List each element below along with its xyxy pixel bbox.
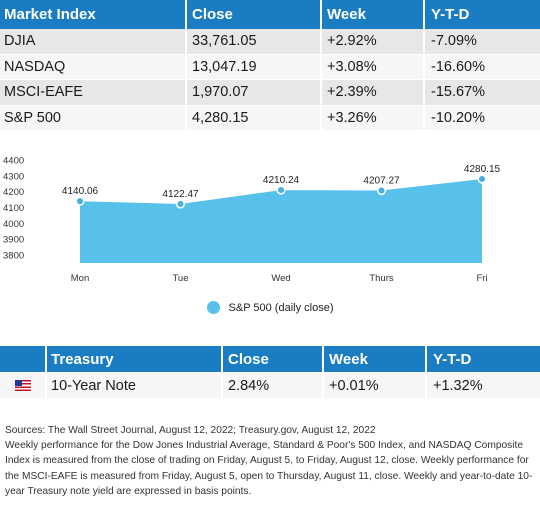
market-index-table: Market Index Close Week Y-T-D DJIA 33,76… (0, 0, 540, 131)
header-ytd: Y-T-D (431, 6, 470, 23)
row-close: 33,761.05 (187, 29, 322, 54)
table-row: NASDAQ 13,047.19 +3.08% -16.60% (0, 54, 540, 80)
methodology-note: Weekly performance for the Dow Jones Ind… (5, 440, 533, 497)
data-label: 4210.24 (263, 175, 300, 186)
chart-legend: S&P 500 (daily close) (0, 301, 540, 314)
y-tick-label: 4400 (3, 156, 24, 167)
row-close: 13,047.19 (187, 54, 322, 79)
data-point (376, 185, 387, 196)
data-point (75, 196, 85, 206)
x-tick-label: Mon (71, 273, 89, 284)
row-index-name: NASDAQ (0, 54, 187, 79)
table-row: DJIA 33,761.05 +2.92% -7.09% (0, 29, 540, 55)
row-index-name: S&P 500 (0, 105, 187, 130)
data-point (477, 174, 487, 184)
header-week: Week (324, 346, 427, 372)
row-week: +2.39% (322, 80, 425, 105)
y-tick-label: 4200 (3, 187, 24, 198)
treasury-week: +0.01% (324, 373, 427, 398)
y-tick-label: 3900 (3, 235, 24, 246)
data-label: 4280.15 (464, 164, 501, 175)
x-tick-label: Fri (476, 273, 487, 284)
row-close: 4,280.15 (187, 105, 322, 130)
area-series (80, 178, 482, 263)
treasury-row: 10-Year Note 2.84% +0.01% +1.32% (0, 373, 540, 398)
x-tick-label: Tue (172, 273, 188, 284)
sources-note: Sources: The Wall Street Journal, August… (5, 425, 376, 436)
data-points (75, 174, 487, 209)
row-week: +2.92% (322, 29, 425, 54)
x-tick-label: Thurs (369, 273, 394, 284)
row-week: +3.08% (322, 54, 425, 79)
x-tick-label: Wed (271, 273, 290, 284)
legend-label: S&P 500 (daily close) (228, 301, 334, 314)
row-week: +3.26% (322, 105, 425, 130)
row-ytd: -15.67% (431, 84, 486, 101)
y-tick-label: 3800 (3, 251, 24, 262)
y-tick-label: 4100 (3, 203, 24, 214)
y-tick-label: 4000 (3, 219, 24, 230)
data-label: 4140.06 (62, 186, 99, 197)
legend-marker (206, 301, 220, 314)
us-flag-icon (14, 380, 31, 391)
x-axis: Mon Tue Wed Thurs Fri (71, 273, 488, 284)
treasury-table-header: Treasury Close Week Y-T-D (0, 346, 540, 372)
data-point (175, 199, 186, 209)
data-point (276, 185, 286, 195)
header-close: Close (187, 0, 322, 29)
y-tick-label: 4300 (3, 171, 24, 182)
header-ytd: Y-T-D (433, 350, 472, 368)
table-row: S&P 500 4,280.15 +3.26% -10.20% (0, 105, 540, 131)
header-flag-col (0, 346, 47, 372)
data-label: 4122.47 (162, 189, 199, 200)
data-label: 4207.27 (363, 176, 400, 187)
treasury-ytd: +1.32% (433, 377, 483, 394)
table-row: MSCI-EAFE 1,970.07 +2.39% -15.67% (0, 80, 540, 106)
data-labels: 4140.06 4122.47 4210.24 4207.27 4280.15 (62, 164, 501, 200)
header-treasury: Treasury (47, 346, 223, 372)
market-table-header: Market Index Close Week Y-T-D (0, 0, 540, 29)
header-market-index: Market Index (0, 0, 187, 29)
row-ytd: -7.09% (431, 33, 477, 50)
treasury-close: 2.84% (223, 373, 324, 398)
y-axis: 3800 3900 4000 4100 4200 4300 4400 (3, 156, 24, 262)
row-ytd: -10.20% (431, 109, 486, 126)
row-index-name: MSCI-EAFE (0, 80, 187, 105)
treasury-name: 10-Year Note (47, 373, 223, 398)
row-ytd: -16.60% (431, 58, 486, 75)
row-index-name: DJIA (0, 29, 187, 54)
header-week: Week (322, 0, 425, 29)
footnotes: Sources: The Wall Street Journal, August… (5, 423, 537, 499)
sp500-area-chart: 3800 3900 4000 4100 4200 4300 4400 4140.06 4122… (3, 156, 501, 285)
row-close: 1,970.07 (187, 80, 322, 105)
header-close: Close (223, 346, 324, 372)
